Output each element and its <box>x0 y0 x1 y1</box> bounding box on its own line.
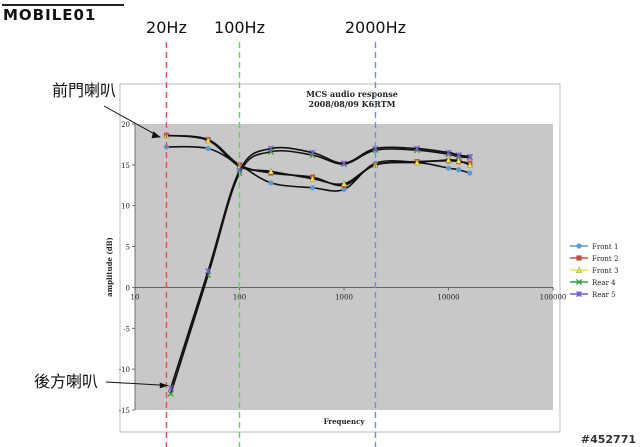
data-point <box>309 149 316 156</box>
data-point <box>445 156 452 163</box>
data-point <box>268 167 274 175</box>
series-line <box>170 146 470 389</box>
legend-label: Rear 4 <box>592 279 616 287</box>
image-id: #452771 <box>581 433 636 446</box>
data-point <box>414 158 420 166</box>
y-axis: -15 -10 -5 0 5 10 15 20 <box>119 121 136 415</box>
legend-label: Front 1 <box>592 243 618 251</box>
callout-arrow <box>105 381 168 386</box>
y-tick-label: -5 <box>123 325 130 333</box>
legend-item: Rear 5 <box>570 290 616 299</box>
logo-text: MOBILE01 <box>3 6 96 24</box>
legend-marker <box>576 266 582 273</box>
chart-subtitle: 2008/08/09 K6RTM <box>309 99 396 109</box>
legend-item: Front 2 <box>570 255 618 263</box>
data-point <box>466 153 473 160</box>
callout-front: 前門喇叭 <box>52 81 161 139</box>
y-tick-label: 15 <box>121 162 130 170</box>
callout-arrow <box>103 105 161 138</box>
y-tick-label: 10 <box>121 203 130 211</box>
y-axis-label: amplitude (dB) <box>105 237 114 297</box>
data-point <box>167 390 174 397</box>
y-tick-label: 5 <box>126 244 130 252</box>
legend-item: Front 1 <box>570 243 618 251</box>
legend-marker <box>575 290 583 298</box>
frequency-markers: 20Hz 100Hz 2000Hz <box>146 18 406 447</box>
callout-arrowhead <box>159 382 168 389</box>
data-point <box>205 268 212 275</box>
data-point <box>455 157 462 164</box>
data-point <box>341 180 347 187</box>
marker-20hz: 20Hz <box>146 18 187 447</box>
series-rear-5 <box>167 145 473 391</box>
data-point <box>309 185 316 191</box>
x-axis-label: Frequency <box>324 417 366 426</box>
legend-marker <box>576 255 582 261</box>
marker-label: 20Hz <box>146 18 187 37</box>
data-point <box>414 145 421 152</box>
callout-label: 後方喇叭 <box>34 372 98 391</box>
legend-item: Rear 4 <box>570 278 616 287</box>
legend-label: Front 3 <box>592 267 618 275</box>
data-point <box>267 145 274 152</box>
marker-label: 2000Hz <box>345 18 406 37</box>
data-point <box>341 186 347 192</box>
legend: Front 1 Front 2 Front 3 Rear 4 Rear 5 <box>570 243 618 299</box>
data-point <box>445 165 452 171</box>
marker-100hz: 100Hz <box>214 18 265 447</box>
marker-label: 100Hz <box>214 18 265 37</box>
data-point <box>445 149 452 156</box>
y-tick-label: 20 <box>121 121 130 129</box>
data-point <box>466 161 473 168</box>
data-point <box>205 145 211 152</box>
y-tick-label: -10 <box>119 366 130 374</box>
data-point <box>268 180 274 186</box>
y-tick-label: -15 <box>119 407 130 415</box>
marker-2000hz: 2000Hz <box>345 18 406 447</box>
x-tick-label: 10 <box>131 293 140 301</box>
data-point <box>456 167 462 173</box>
data-point <box>467 170 473 176</box>
logo-underline <box>2 4 124 6</box>
chart-title: MCS audio response <box>306 89 398 99</box>
plot-area <box>135 124 553 410</box>
data-point <box>167 384 174 391</box>
callout-rear: 後方喇叭 <box>34 372 168 391</box>
mobile01-logo: MOBILE01 <box>2 4 124 24</box>
data-point <box>309 175 316 182</box>
data-point <box>205 136 211 144</box>
legend-label: Front 2 <box>592 255 618 263</box>
legend-marker <box>576 243 582 249</box>
data-point <box>340 160 348 167</box>
data-point <box>455 152 462 159</box>
legend-label: Rear 5 <box>592 291 616 299</box>
callout-label: 前門喇叭 <box>52 81 116 100</box>
x-tick-label: 1000 <box>335 293 353 301</box>
x-tick-label: 10000 <box>437 293 459 301</box>
legend-marker <box>575 278 583 286</box>
legend-item: Front 3 <box>570 266 618 275</box>
x-tick-label: 100000 <box>540 293 567 301</box>
series-front-3 <box>163 131 473 187</box>
callout-arrowhead <box>151 131 161 139</box>
y-tick-label: 0 <box>126 284 130 292</box>
